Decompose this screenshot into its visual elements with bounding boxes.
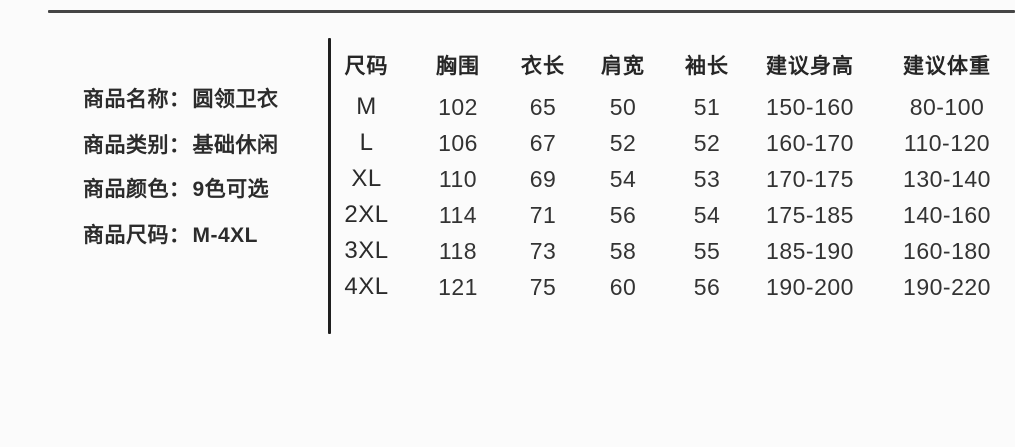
column-header-6: 建议体重 [903,54,991,78]
column-header-2: 衣长 [521,54,565,78]
size-label-4: 3XL [344,237,389,264]
size-label-1: L [359,129,374,156]
table-cell-0-3: 50 [609,93,637,120]
table-cell-1-3: 52 [609,129,637,156]
product-name-label: 商品名称： [83,88,191,111]
table-cell-5-2: 75 [529,273,557,300]
table-cell-2-6: 130-140 [903,165,991,192]
table-cell-0-4: 51 [693,93,721,120]
table-cell-4-5: 185-190 [766,237,854,264]
product-color-value: 9色可选 [192,178,270,201]
table-cell-3-6: 140-160 [903,201,991,228]
table-cell-0-6: 80-100 [909,93,985,120]
size-label-0: M [356,93,377,120]
table-cell-2-1: 110 [438,165,478,192]
table-cell-0-5: 150-160 [766,93,854,120]
table-cell-5-1: 121 [438,273,478,300]
table-cell-3-3: 56 [609,201,637,228]
table-cell-4-2: 73 [529,237,557,264]
table-cell-1-5: 160-170 [766,129,854,156]
table-cell-5-3: 60 [609,273,637,300]
table-cell-3-4: 54 [693,201,721,228]
column-header-1: 胸围 [436,54,480,78]
table-cell-1-4: 52 [693,129,721,156]
table-cell-1-2: 67 [529,129,557,156]
table-cell-1-6: 110-120 [903,129,991,156]
product-name-value: 圆领卫衣 [192,88,279,111]
table-cell-2-4: 53 [693,165,721,192]
table-cell-2-3: 54 [609,165,637,192]
size-table: 尺码 胸围 衣长 肩宽 袖长 建议身高 建议体重 M 102 65 50 51 150-160 80-10… [330,40,1015,305]
product-category-label: 商品类别： [83,134,191,157]
table-cell-1-1: 106 [438,129,478,156]
table-cell-4-1: 118 [438,237,478,264]
table-cell-3-2: 71 [529,201,557,228]
size-label-3: 2XL [344,201,389,228]
column-header-0: 尺码 [344,54,389,78]
top-horizontal-rule [48,10,1015,13]
product-category-value: 基础休闲 [192,134,279,157]
table-cell-2-5: 170-175 [766,165,854,192]
product-size-range-label: 商品尺码： [83,224,191,247]
product-color-label: 商品颜色： [83,178,191,201]
table-cell-3-1: 114 [438,201,478,228]
product-color-row: 商品颜色：9色可选 [83,175,269,205]
product-size-range-value: M-4XL [192,224,258,247]
column-header-3: 肩宽 [601,54,645,78]
size-label-2: XL [351,165,382,192]
table-cell-0-1: 102 [438,93,478,120]
table-cell-2-2: 69 [529,165,557,192]
size-label-5: 4XL [344,273,389,300]
table-cell-4-6: 160-180 [903,237,991,264]
product-category-row: 商品类别：基础休闲 [83,131,279,161]
table-cell-5-5: 190-200 [766,273,854,300]
column-header-4: 袖长 [685,54,729,78]
vertical-divider [328,38,331,334]
table-cell-4-3: 58 [609,237,637,264]
table-cell-5-4: 56 [693,273,721,300]
table-cell-4-4: 55 [693,237,721,264]
column-header-5: 建议身高 [766,54,854,78]
table-cell-5-6: 190-220 [903,273,991,300]
product-name-row: 商品名称：圆领卫衣 [83,85,279,115]
product-size-range-row: 商品尺码：M-4XL [83,221,258,251]
table-cell-3-5: 175-185 [766,201,854,228]
table-cell-0-2: 65 [529,93,557,120]
